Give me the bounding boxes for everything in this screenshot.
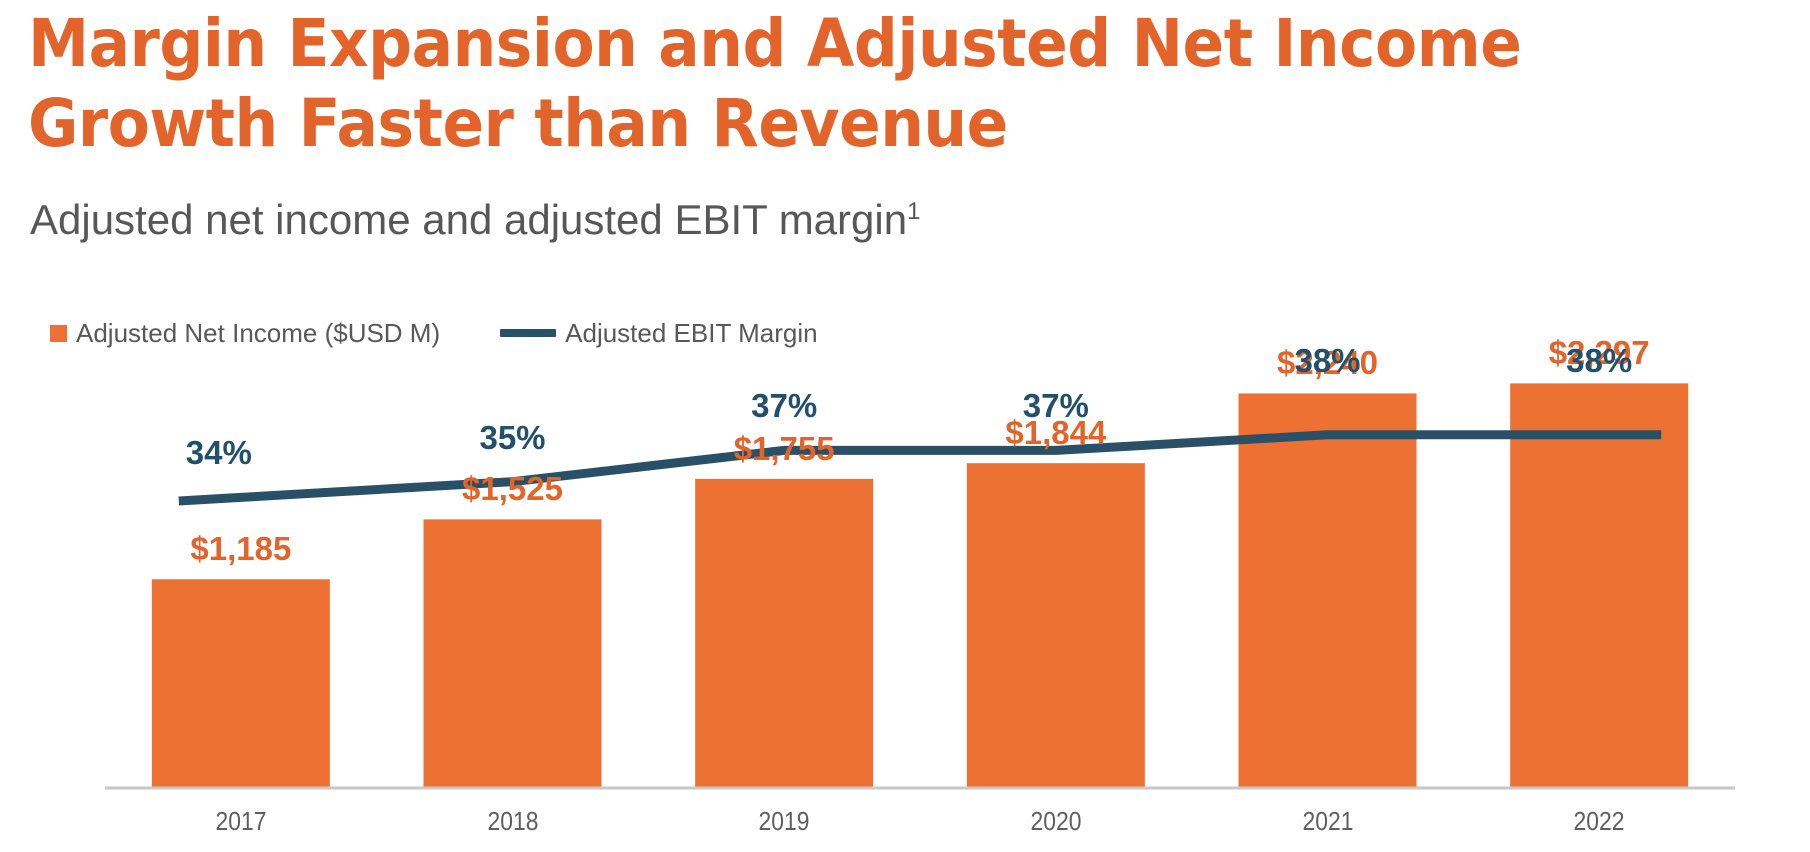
page-subtitle: Adjusted net income and adjusted EBIT ma…: [30, 196, 920, 244]
margin-percent-label-2021: 38%: [1294, 341, 1361, 379]
x-tick-2018: 2018: [487, 806, 538, 836]
legend-item-adjusted-net-income[interactable]: Adjusted Net Income ($USD M): [50, 318, 440, 348]
legend-item-label: Adjusted EBIT Margin: [565, 318, 818, 348]
bar-2020[interactable]: [966, 463, 1145, 788]
x-tick-2019: 2019: [758, 806, 810, 836]
bar-value-label-2021: $2,240: [1277, 344, 1378, 382]
x-tick-2022: 2022: [1573, 806, 1625, 836]
bar-value-label-2017: $1,185: [190, 530, 292, 568]
x-tick-2017: 2017: [215, 806, 267, 836]
legend-square-icon: [50, 324, 67, 342]
subtitle-footnote-marker: 1: [907, 198, 921, 225]
bar-2017[interactable]: [151, 579, 330, 788]
bar-value-label-2019: $1,755: [733, 429, 835, 467]
bar-value-label-2018: $1,525: [462, 470, 563, 508]
margin-percent-label-2022: 38%: [1566, 341, 1633, 379]
bar-2018[interactable]: [423, 519, 602, 788]
bar-value-label-2022: $2,297: [1548, 334, 1650, 372]
bar-value-label-2020: $1,844: [1005, 414, 1107, 452]
subtitle-text: Adjusted net income and adjusted EBIT ma…: [30, 196, 908, 243]
bar-2021[interactable]: [1238, 393, 1417, 788]
bar-series: [151, 383, 1689, 788]
chart-legend: Adjusted Net Income ($USD M) Adjusted EB…: [50, 318, 818, 348]
line-series: [178, 430, 1662, 506]
margin-percent-label-2020: 37%: [1022, 387, 1089, 425]
page-title: Margin Expansion and Adjusted Net Income…: [28, 5, 1522, 162]
margin-percent-label-2019: 37%: [751, 387, 818, 425]
legend-line-icon: [500, 329, 557, 337]
margin-percent-label-2017: 34%: [185, 434, 252, 472]
x-tick-2020: 2020: [1030, 806, 1082, 836]
bar-2019[interactable]: [695, 478, 874, 788]
margin-percent-label-2018: 35%: [479, 418, 546, 456]
bar-2022[interactable]: [1510, 383, 1689, 788]
legend-item-label: Adjusted Net Income ($USD M): [76, 318, 441, 348]
legend-item-adjusted-ebit-margin[interactable]: Adjusted EBIT Margin: [500, 318, 818, 348]
x-tick-2021: 2021: [1302, 806, 1353, 836]
